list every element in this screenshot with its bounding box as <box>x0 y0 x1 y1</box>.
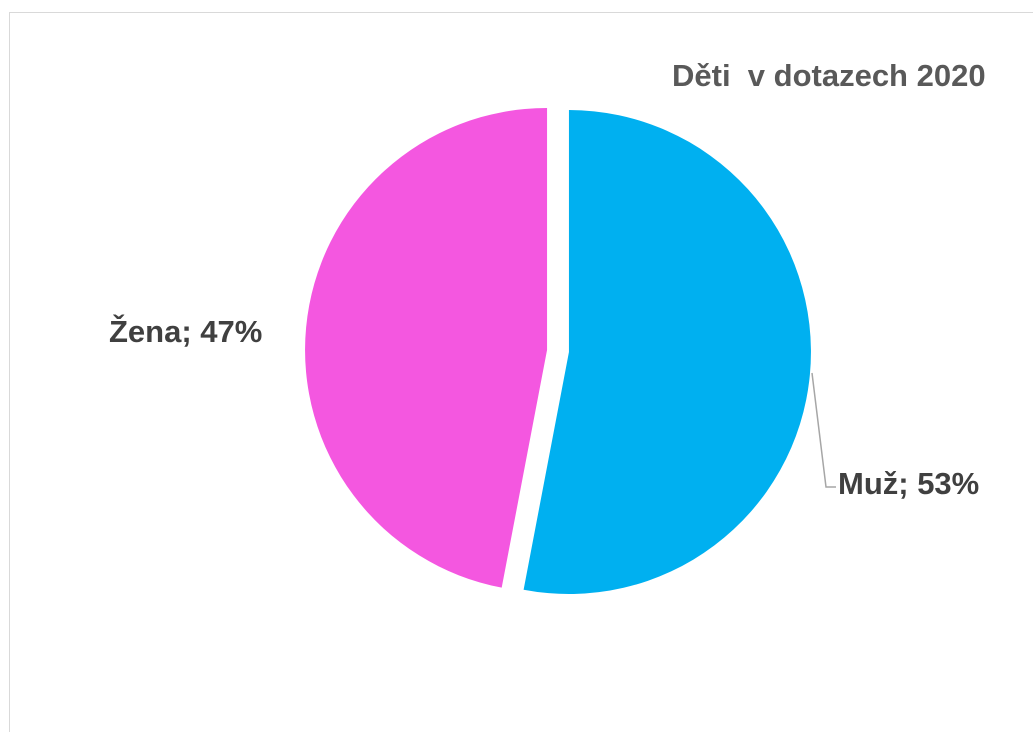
leader-line-muz <box>811 372 836 488</box>
data-label-muz: Muž; 53% <box>838 466 979 501</box>
pie-slice-žena <box>305 107 548 588</box>
pie-chart: Muž; 53% Žena; 47% <box>109 107 979 595</box>
pie-slices <box>305 107 811 595</box>
data-labels: Muž; 53% Žena; 47% <box>109 313 979 501</box>
chart-area <box>9 12 1033 732</box>
chart-title: Děti v dotazech 2020 <box>672 58 986 93</box>
pie-slice-muž <box>523 110 811 595</box>
data-label-zena: Žena; 47% <box>109 313 262 349</box>
leader-lines <box>811 372 836 488</box>
